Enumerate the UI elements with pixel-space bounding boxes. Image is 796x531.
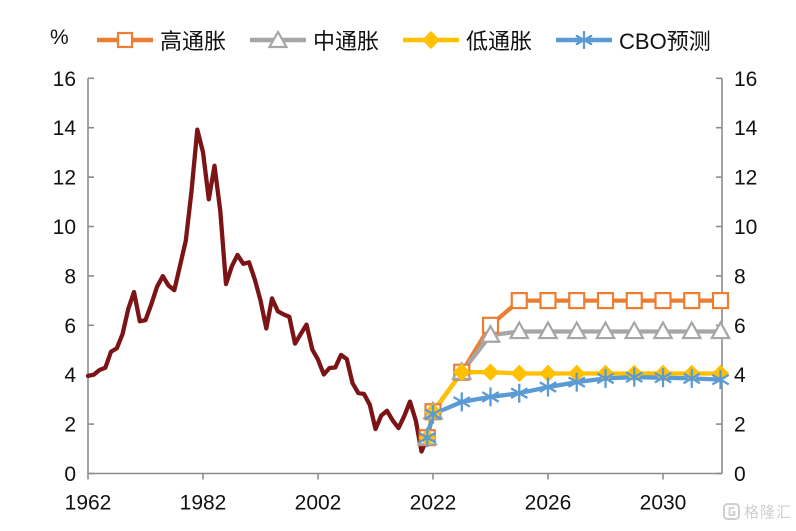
series-marker-cbo-forecast [539,377,557,397]
series-marker-high-inflation [539,292,557,310]
series-marker-mid-inflation [652,320,674,340]
series-marker-low-inflation [481,363,500,381]
series-line-cbo-forecast [425,375,723,440]
series-marker-high-inflation [683,292,701,310]
series-line-historical [85,127,430,454]
legend-item-high-inflation: 高通胀 [97,24,226,56]
y-tick-label-left: 6 [64,315,76,338]
series-marker-mid-inflation [508,320,530,340]
y-tick-label-left: 2 [64,414,76,437]
series-marker-mid-inflation [709,320,732,340]
series-marker-high-inflation [711,292,730,310]
legend-item-low-inflation: 低通胀 [403,24,532,56]
y-tick-label-right: 0 [734,463,746,486]
y-tick-label-right: 10 [734,216,757,239]
legend-swatch-open-triangle-icon [250,30,307,49]
y-tick-label-left: 10 [53,216,76,239]
y-tick-label-right: 12 [734,167,757,190]
watermark: 格隆汇 [722,501,792,522]
x-tick-label: 1982 [180,492,227,515]
series-marker-mid-inflation [566,320,588,340]
series-marker-mid-inflation [479,323,502,343]
legend-swatch-asterisk-icon [556,31,613,49]
series-marker-cbo-forecast [424,404,442,424]
series-marker-high-inflation [654,292,672,310]
y-tick-label-right: 2 [734,414,746,437]
series-marker-cbo-forecast [654,368,672,388]
series-marker-cbo-forecast [682,368,701,388]
y-tick-label-left: 12 [53,167,76,190]
series-marker-cbo-forecast [418,428,437,448]
series-marker-high-inflation [510,292,528,310]
series-marker-mid-inflation [681,320,703,340]
y-tick-label-right: 8 [734,265,746,288]
legend-swatch-diamond-icon [403,31,460,49]
legend-item-cbo-forecast: CBO预测 [556,24,711,56]
legend: 高通胀 中通胀 低通胀 CBO预测 [97,24,711,56]
legend-item-mid-inflation: 中通胀 [250,24,379,56]
watermark-logo-icon [722,503,740,520]
y-tick-label-left: 8 [64,265,76,288]
series-marker-high-inflation [596,292,615,310]
series-marker-cbo-forecast [596,368,615,388]
series-marker-mid-inflation [623,320,645,340]
y-axis-unit-label: % [50,26,69,49]
legend-label: 中通胀 [313,29,380,54]
x-tick-label: 2022 [410,492,457,515]
y-tick-label-right: 14 [734,117,758,140]
series-marker-low-inflation [510,364,528,383]
series-marker-cbo-forecast [711,370,730,390]
series-marker-cbo-forecast [452,392,471,412]
y-tick-label-left: 4 [64,364,76,387]
series-marker-low-inflation [453,363,471,381]
y-tick-label-left: 14 [53,117,77,140]
series-marker-high-inflation [625,292,643,310]
series-marker-low-inflation [539,364,557,383]
legend-swatch-open-square-icon [97,31,153,49]
y-tick-label-right: 16 [734,68,757,91]
series-marker-cbo-forecast [625,367,644,387]
x-tick-label: 2030 [640,492,687,515]
legend-label: 高通胀 [160,29,227,54]
x-tick-label: 2002 [295,492,342,515]
series-marker-mid-inflation [594,320,617,340]
series-marker-mid-inflation [537,320,559,340]
watermark-text: 格隆汇 [743,504,792,521]
legend-label: 低通胀 [466,29,533,54]
series-marker-cbo-forecast [481,387,500,407]
legend-label: CBO预测 [619,29,711,54]
series-marker-high-inflation [568,292,586,310]
y-tick-label-left: 16 [53,68,76,91]
x-tick-label: 2026 [525,492,572,515]
y-tick-label-right: 6 [734,315,746,338]
y-tick-label-left: 0 [64,463,76,486]
y-tick-label-right: 4 [734,364,746,387]
series-marker-cbo-forecast [510,383,529,403]
series-marker-cbo-forecast [567,372,586,392]
x-tick-label: 1962 [65,492,112,515]
